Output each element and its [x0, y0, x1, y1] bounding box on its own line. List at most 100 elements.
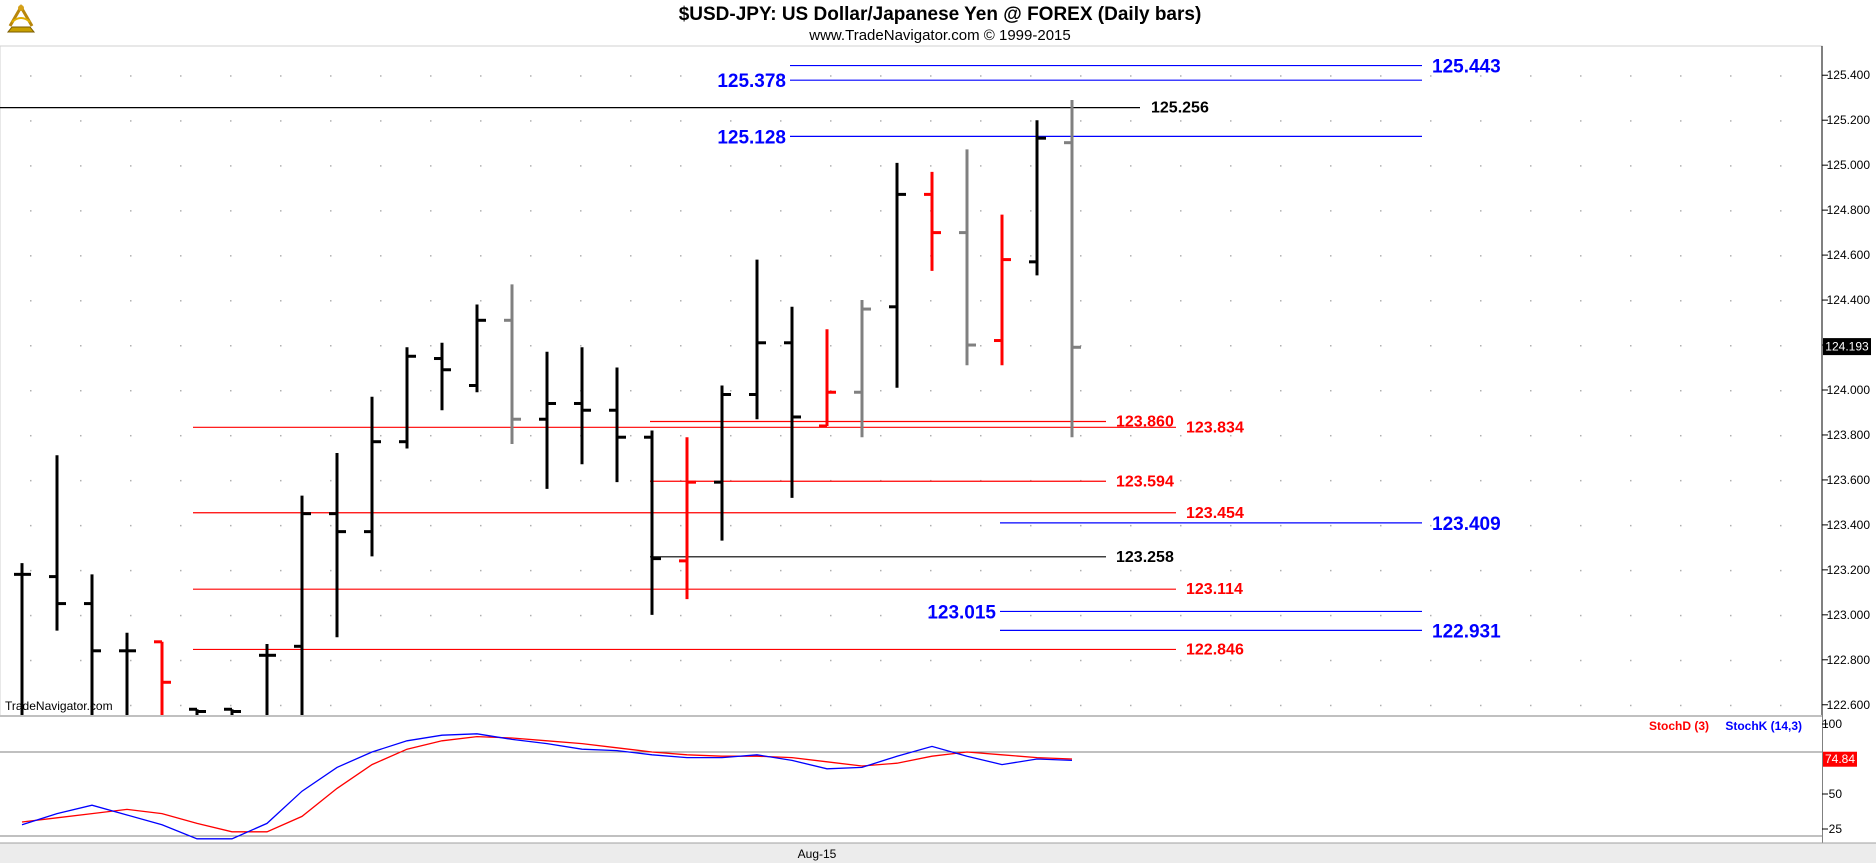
ohlc-bar	[504, 284, 521, 444]
grid-dot	[1330, 345, 1332, 347]
level-label: 125.443	[1432, 57, 1501, 78]
grid-dot	[1230, 165, 1232, 167]
grid-dot	[780, 434, 782, 437]
ohlc-bar	[959, 149, 976, 366]
grid-dot	[1780, 120, 1782, 122]
ohlc-bar	[189, 707, 206, 716]
grid-dot	[1780, 569, 1782, 572]
grid-dot	[1780, 300, 1782, 302]
grid-dot	[280, 345, 282, 347]
grid-dot	[230, 524, 232, 527]
grid-dot	[280, 614, 282, 617]
grid-dot	[1130, 255, 1132, 257]
grid-dot	[1030, 704, 1032, 707]
grid-dot	[880, 659, 882, 662]
grid-dot	[1380, 345, 1382, 347]
grid-dot	[1180, 569, 1182, 572]
grid-dot	[1130, 434, 1132, 437]
grid-dot	[980, 75, 982, 77]
level-label: 123.454	[1186, 505, 1244, 522]
grid-dot	[630, 704, 632, 707]
level-label: 123.015	[927, 602, 996, 623]
grid-dot	[1730, 479, 1732, 482]
grid-dot	[930, 569, 932, 572]
grid-dot	[780, 704, 782, 707]
grid-dot	[780, 524, 782, 527]
grid-dot	[530, 345, 532, 347]
grid-dot	[130, 345, 132, 347]
grid-dot	[1030, 255, 1032, 257]
grid-dot	[1180, 389, 1182, 392]
grid-dot	[1130, 165, 1132, 167]
grid-dot	[1630, 75, 1632, 77]
grid-dot	[230, 434, 232, 437]
date-strip	[0, 843, 1876, 863]
grid-dot	[1330, 75, 1332, 77]
level-label: 122.931	[1432, 621, 1501, 642]
ohlc-bar	[154, 640, 171, 716]
price-tick-label: 125.400	[1827, 68, 1871, 82]
grid-dot	[1280, 210, 1282, 212]
grid-dot	[1580, 389, 1582, 392]
grid-dot	[1730, 75, 1732, 77]
grid-dot	[1680, 659, 1682, 662]
grid-dot	[480, 165, 482, 167]
ohlc-bar	[854, 300, 871, 438]
grid-dot	[780, 210, 782, 212]
grid-dot	[830, 210, 832, 212]
grid-dot	[280, 210, 282, 212]
grid-dot	[580, 120, 582, 122]
grid-dot	[1130, 704, 1132, 707]
grid-dot	[30, 569, 32, 572]
grid-dot	[330, 479, 332, 482]
price-tick-label: 123.200	[1827, 563, 1871, 577]
grid-dot	[1580, 434, 1582, 437]
grid-dot	[1080, 389, 1082, 392]
grid-dot	[380, 569, 382, 572]
grid-dot	[530, 434, 532, 437]
grid-dot	[1780, 614, 1782, 617]
grid-dot	[1680, 75, 1682, 77]
grid-dot	[480, 479, 482, 482]
grid-dot	[1080, 300, 1082, 302]
grid-dot	[1730, 614, 1732, 617]
grid-dot	[230, 300, 232, 302]
price-axis: 122.600 122.800 123.000 123.200 123.400 123.6…	[1822, 68, 1870, 712]
ohlc-bar	[644, 430, 661, 615]
grid-dot	[980, 300, 982, 302]
grid-dot	[1730, 389, 1732, 392]
ohlc-bar	[14, 563, 31, 716]
grid-dot	[280, 704, 282, 707]
grid-dot	[430, 165, 432, 167]
grid-dot	[1080, 75, 1082, 77]
grid-dot	[380, 524, 382, 527]
grid-dot	[1330, 434, 1332, 437]
grid-dot	[830, 569, 832, 572]
ohlc-bar	[679, 437, 696, 600]
grid-dot	[180, 704, 182, 707]
grid-dot	[30, 210, 32, 212]
grid-dot	[430, 75, 432, 77]
grid-dot	[730, 524, 732, 527]
grid-dot	[430, 479, 432, 482]
grid-dot	[1730, 434, 1732, 437]
level-label: 123.834	[1186, 419, 1244, 436]
grid-dot	[230, 255, 232, 257]
grid-dot	[30, 345, 32, 347]
grid-dot	[280, 75, 282, 77]
grid-dot	[80, 659, 82, 662]
grid-dot	[1230, 614, 1232, 617]
grid-dot	[1280, 300, 1282, 302]
grid-dot	[80, 165, 82, 167]
grid-dot	[730, 434, 732, 437]
grid-dot	[130, 524, 132, 527]
grid-dot	[680, 255, 682, 257]
ohlc-bar	[819, 329, 836, 428]
grid-dot	[980, 704, 982, 707]
grid-dot	[680, 120, 682, 122]
grid-dot	[930, 300, 932, 302]
grid-dot	[1230, 75, 1232, 77]
grid-dot	[130, 120, 132, 122]
price-grid	[30, 75, 1782, 707]
grid-dot	[1130, 345, 1132, 347]
